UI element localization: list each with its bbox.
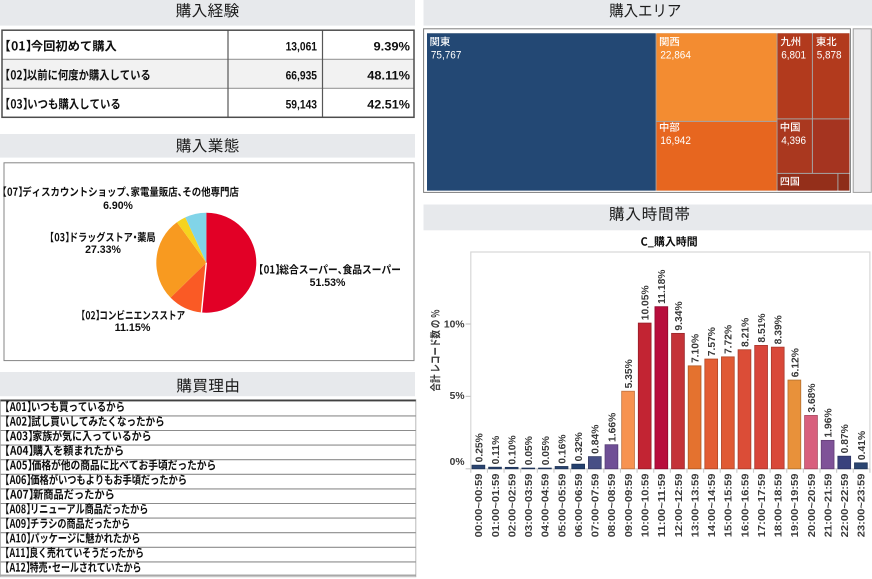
svg-text:1.66%: 1.66% bbox=[607, 413, 618, 442]
svg-text:42.51%: 42.51% bbox=[367, 98, 410, 112]
svg-text:00:00~00:59: 00:00~00:59 bbox=[474, 473, 485, 537]
svg-text:09:00~09:59: 09:00~09:59 bbox=[624, 473, 635, 537]
svg-text:23:00~23:59: 23:00~23:59 bbox=[857, 473, 868, 537]
svg-text:59,143: 59,143 bbox=[286, 98, 318, 112]
svg-text:3.68%: 3.68% bbox=[807, 383, 818, 412]
svg-text:15:00~15:59: 15:00~15:59 bbox=[724, 473, 735, 537]
svg-text:9.39%: 9.39% bbox=[374, 40, 411, 54]
svg-text:04:00~04:59: 04:00~04:59 bbox=[541, 473, 552, 537]
svg-text:22,864: 22,864 bbox=[660, 50, 691, 62]
svg-text:48.11%: 48.11% bbox=[367, 69, 410, 83]
svg-text:9.34%: 9.34% bbox=[674, 301, 685, 330]
svg-text:10%: 10% bbox=[444, 319, 465, 330]
svg-text:21:00~21:59: 21:00~21:59 bbox=[823, 473, 834, 537]
svg-text:8.39%: 8.39% bbox=[774, 315, 785, 344]
svg-text:0.16%: 0.16% bbox=[557, 434, 568, 463]
svg-text:7.72%: 7.72% bbox=[724, 325, 735, 354]
svg-text:19:00~19:59: 19:00~19:59 bbox=[790, 473, 801, 537]
svg-text:13,061: 13,061 bbox=[286, 40, 318, 54]
svg-text:11:00~11:59: 11:00~11:59 bbox=[657, 473, 668, 537]
svg-text:66,935: 66,935 bbox=[286, 69, 318, 83]
svg-text:16:00~16:59: 16:00~16:59 bbox=[740, 473, 751, 537]
svg-text:01:00~01:59: 01:00~01:59 bbox=[491, 473, 502, 537]
svg-text:7.57%: 7.57% bbox=[707, 327, 718, 356]
svg-text:0.87%: 0.87% bbox=[840, 424, 851, 453]
svg-text:12:00~12:59: 12:00~12:59 bbox=[674, 473, 685, 537]
svg-text:0.25%: 0.25% bbox=[474, 433, 485, 462]
svg-text:07:00~07:59: 07:00~07:59 bbox=[591, 473, 602, 537]
svg-text:5%: 5% bbox=[450, 391, 465, 402]
svg-text:10:00~10:59: 10:00~10:59 bbox=[641, 473, 652, 537]
svg-text:11.15%: 11.15% bbox=[115, 322, 151, 334]
svg-text:0.05%: 0.05% bbox=[524, 436, 535, 465]
svg-text:8.21%: 8.21% bbox=[740, 318, 751, 347]
svg-text:6.90%: 6.90% bbox=[103, 200, 133, 212]
svg-text:13:00~13:59: 13:00~13:59 bbox=[690, 473, 701, 537]
svg-text:14:00~14:59: 14:00~14:59 bbox=[707, 473, 718, 537]
svg-text:0%: 0% bbox=[450, 457, 465, 468]
svg-text:0.10%: 0.10% bbox=[508, 435, 519, 464]
svg-text:0.84%: 0.84% bbox=[591, 425, 602, 454]
svg-text:03:00~03:59: 03:00~03:59 bbox=[524, 473, 535, 537]
svg-text:6.12%: 6.12% bbox=[790, 348, 801, 377]
svg-text:11.18%: 11.18% bbox=[657, 270, 668, 304]
svg-text:0.41%: 0.41% bbox=[857, 431, 868, 460]
svg-text:0.32%: 0.32% bbox=[574, 432, 585, 461]
svg-text:10.05%: 10.05% bbox=[641, 285, 652, 320]
svg-text:18:00~18:59: 18:00~18:59 bbox=[774, 473, 785, 537]
svg-text:0.11%: 0.11% bbox=[491, 436, 502, 465]
svg-text:08:00~08:59: 08:00~08:59 bbox=[607, 473, 618, 537]
svg-text:5,878: 5,878 bbox=[817, 50, 842, 62]
svg-text:22:00~22:59: 22:00~22:59 bbox=[840, 473, 851, 537]
svg-text:5.35%: 5.35% bbox=[624, 359, 635, 388]
svg-text:4,396: 4,396 bbox=[781, 135, 806, 147]
svg-text:27.33%: 27.33% bbox=[85, 244, 121, 256]
svg-text:7.10%: 7.10% bbox=[690, 334, 701, 363]
svg-text:75,767: 75,767 bbox=[431, 50, 462, 62]
svg-text:16,942: 16,942 bbox=[660, 135, 691, 147]
svg-text:0.05%: 0.05% bbox=[541, 436, 552, 465]
svg-text:05:00~05:59: 05:00~05:59 bbox=[557, 473, 568, 537]
svg-text:1.96%: 1.96% bbox=[824, 408, 835, 437]
svg-text:06:00~06:59: 06:00~06:59 bbox=[574, 473, 585, 537]
svg-text:8.51%: 8.51% bbox=[757, 313, 768, 342]
svg-text:6,801: 6,801 bbox=[781, 50, 806, 62]
svg-text:20:00~20:59: 20:00~20:59 bbox=[807, 473, 818, 537]
svg-text:51.53%: 51.53% bbox=[310, 277, 346, 289]
svg-text:17:00~17:59: 17:00~17:59 bbox=[757, 473, 768, 537]
svg-text:02:00~02:59: 02:00~02:59 bbox=[507, 473, 518, 537]
